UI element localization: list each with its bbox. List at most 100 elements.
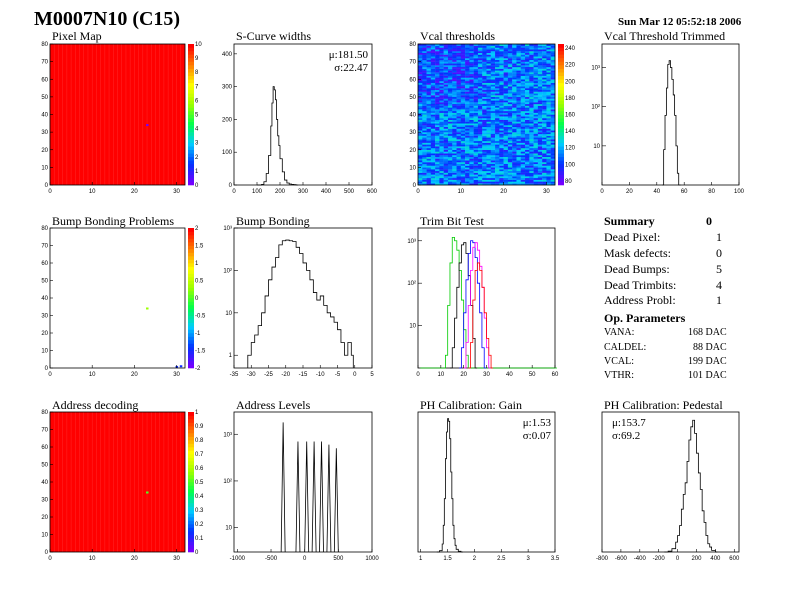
vcal-cell (499, 109, 504, 112)
vcal-cell (456, 170, 462, 173)
vcal-cell (507, 52, 513, 55)
vcal-cell (473, 114, 479, 117)
vcal-cell (537, 140, 543, 143)
vcal-cell (482, 125, 487, 128)
vcal-cell (486, 172, 491, 175)
vcal-cell (507, 135, 513, 138)
vcal-cell (512, 107, 517, 110)
pixelmap-colorbar-band (188, 96, 194, 101)
vcal-cell (430, 142, 436, 145)
vcal-cell (546, 174, 551, 177)
vcal-cell (418, 118, 423, 120)
vcal-cell (422, 170, 427, 173)
vcal-cell (469, 130, 474, 133)
vcal-cell (546, 72, 551, 75)
vcal-cell (486, 91, 491, 94)
vcal-cell (516, 100, 521, 103)
vcal-cell (495, 100, 500, 103)
vcal-cell (516, 130, 521, 133)
vcal-cell (422, 89, 427, 92)
vcal-cell (507, 54, 513, 57)
vcal-cell (546, 63, 551, 66)
vcaltrim-xtick-label: 20 (626, 189, 633, 195)
vcal-cell (460, 88, 466, 91)
vcal-cell (550, 125, 556, 128)
vcal-cell (477, 177, 483, 180)
vcal-cell (435, 144, 440, 147)
vcal-cell (422, 147, 427, 150)
vcal-cell (426, 73, 432, 76)
vcal-cell (507, 89, 513, 92)
vcal-cell (439, 172, 444, 175)
vcal-cell (469, 142, 474, 145)
vcal-cell (507, 119, 513, 122)
vcal-cell (439, 149, 444, 152)
vcal-cell (520, 96, 526, 99)
vcal-cell (456, 156, 462, 159)
vcal-cell (465, 130, 470, 133)
vcal-cell (430, 162, 436, 165)
vcal-cell (422, 82, 427, 85)
vcal-cell (516, 181, 521, 184)
vcal-cell (447, 59, 453, 62)
vcal-cell (486, 165, 491, 168)
vcal-cell (507, 107, 513, 110)
vcal-cell (486, 58, 491, 61)
vcal-cell (418, 77, 423, 80)
vcal-cell (550, 176, 556, 179)
vcal-cell (533, 162, 539, 165)
addrdec-colorbar-band (188, 447, 194, 451)
vcal-cell (473, 61, 479, 64)
vcal-cell (533, 72, 539, 75)
vcal-cell (520, 103, 526, 106)
vcal-cell (477, 95, 483, 98)
vcal-cell (537, 65, 543, 68)
vcal-cell (550, 52, 556, 55)
vcal-cell (546, 158, 551, 161)
vcal-cell (503, 79, 509, 82)
vcal-cell (516, 109, 521, 112)
vcal-cell (456, 96, 462, 99)
vcal-cell (525, 118, 530, 120)
vcal-cell (542, 162, 547, 165)
vcal-cell (503, 163, 509, 166)
vcal-cell (520, 140, 526, 143)
vcal-cell (520, 75, 526, 78)
vcal-cell (465, 81, 470, 83)
vcal-cell (439, 44, 444, 46)
bump-colorbar-band (188, 287, 194, 292)
vcal-cell (529, 158, 534, 161)
vcal-cell (503, 95, 509, 98)
vcal-cell (418, 112, 423, 115)
vcal-cell (469, 147, 474, 150)
vcal-cell (542, 147, 547, 150)
bump-ytick-label: 30 (41, 314, 48, 320)
vcal-cell (533, 44, 539, 46)
vcal-cell (550, 174, 556, 177)
vcal-cell (473, 58, 479, 61)
vcal-colorbar-band (558, 58, 564, 62)
vcal-cell (418, 75, 423, 78)
vcal-cell (430, 107, 436, 110)
vcal-cell (495, 98, 500, 101)
vcal-cell (430, 58, 436, 61)
vcal-cell (486, 95, 491, 98)
vcal-cell (507, 179, 513, 182)
vcal-cell (447, 163, 453, 166)
vcal-cell (426, 137, 432, 140)
vcal-cell (520, 151, 526, 154)
vcal-cell (533, 125, 539, 128)
vcal-colorbar-band (558, 128, 564, 133)
vcal-cell (443, 66, 449, 69)
vcal-colorbar-band (558, 75, 564, 80)
vcal-cell (443, 98, 449, 101)
vcal-cell (473, 72, 479, 75)
vcal-cell (486, 155, 491, 157)
vcal-cell (477, 89, 483, 92)
vcal-cell (499, 181, 504, 184)
vcal-cell (418, 179, 423, 182)
vcal-cell (529, 91, 534, 94)
vcal-cell (507, 100, 513, 103)
vcal-cell (507, 56, 513, 59)
vcal-cell (422, 73, 427, 76)
